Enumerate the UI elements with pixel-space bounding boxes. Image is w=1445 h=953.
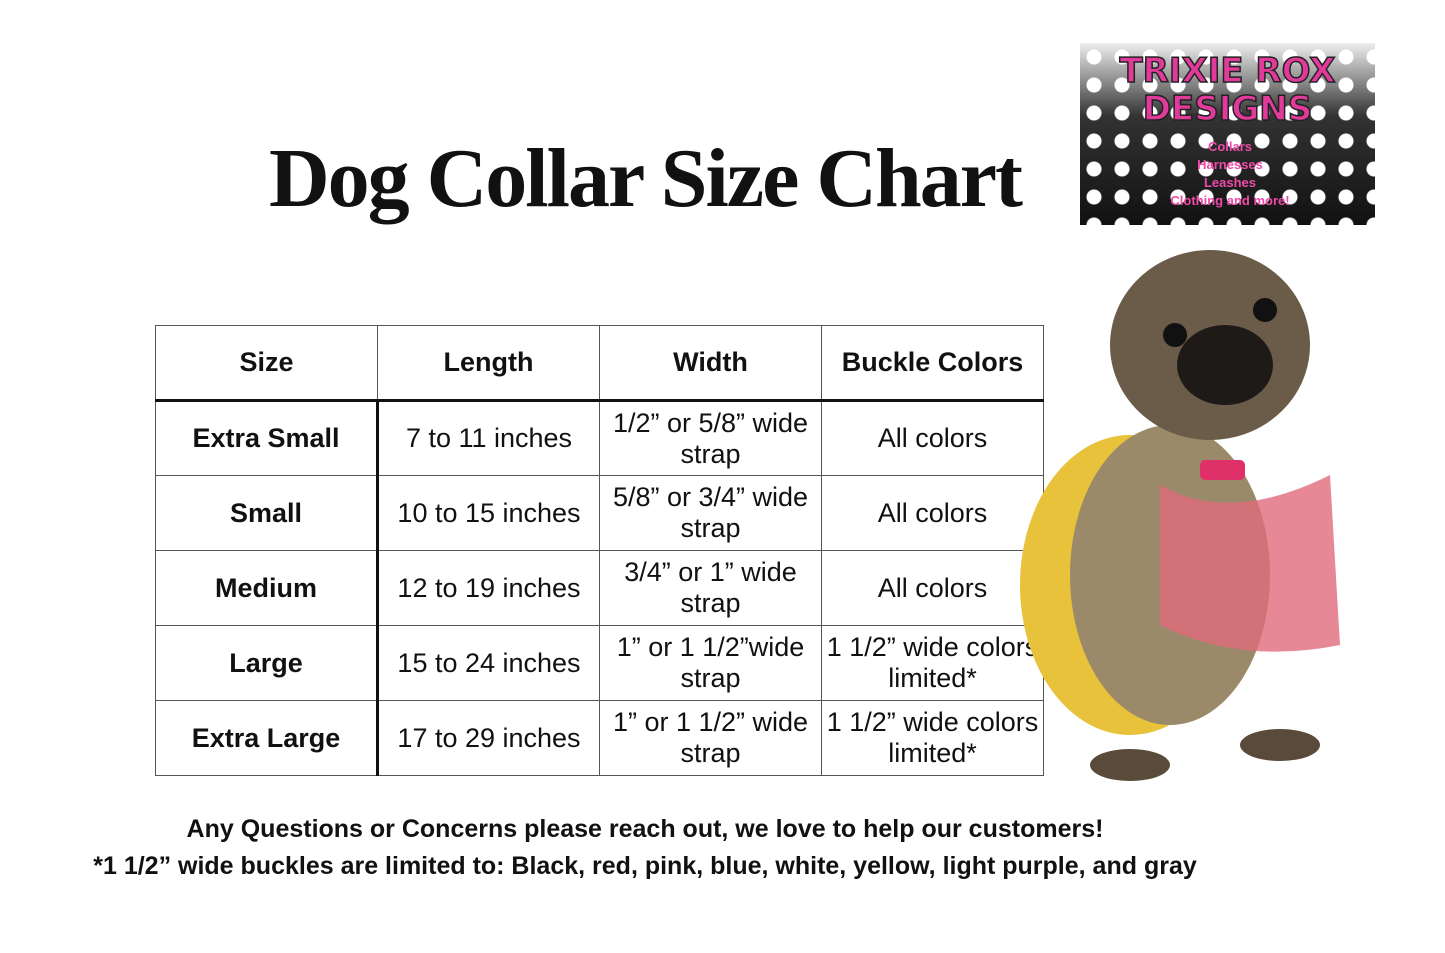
note: Any Questions or Concerns please reach o… — [186, 815, 1104, 843]
logo-brand: DESIGNS — [1142, 88, 1313, 130]
column-header: Buckle Colors — [821, 325, 1044, 402]
footnote: *1 1/2” wide buckles are limited to: Bla… — [93, 852, 1197, 880]
cell-text: 1” or 1 1/2”wide strap — [616, 632, 805, 693]
cell-text: 1” or 1 1/2” wide strap — [612, 707, 809, 768]
table-row: Small 10 to 15 inches 5/8” or 3/4” wide st… — [155, 475, 1044, 551]
table-row: Extra Large 17 to 29 inches 1” or 1 1/2” w… — [155, 700, 1044, 776]
table-cell: Large — [155, 625, 379, 701]
collar-buckle — [1200, 460, 1245, 480]
dog-eye — [1163, 323, 1187, 347]
logo-item: Harnesses — [1197, 157, 1263, 172]
table-cell: All colors — [821, 475, 1044, 551]
table-cell: 15 to 24 inches — [377, 625, 600, 701]
cell-text: All colors — [877, 423, 988, 453]
cell-text: 1/2” or 5/8” wide strap — [612, 407, 809, 469]
table-cell: 10 to 15 inches — [377, 475, 600, 551]
table-cell: Medium — [155, 550, 379, 626]
table-cell: 5/8” or 3/4” wide strap — [599, 475, 822, 551]
dog-muzzle — [1177, 325, 1273, 405]
table-cell: 1” or 1 1/2” wide strap — [599, 700, 822, 776]
column-header: Length — [377, 325, 600, 402]
cell-text: 17 to 29 inches — [397, 722, 581, 753]
cell-text: Small — [229, 497, 303, 528]
logo-items: Collars Harnesses Leashes Clothing and more… — [1170, 138, 1290, 210]
cell-text: 7 to 11 inches — [405, 423, 573, 453]
logo-brand: TRIXIE ROX — [1119, 50, 1337, 92]
table-cell: Extra Large — [155, 700, 379, 776]
cell-text: All colors — [877, 572, 988, 603]
table-cell: 12 to 19 inches — [377, 550, 600, 626]
table-cell: All colors — [821, 400, 1044, 476]
table-row: Large 15 to 24 inches 1” or 1 1/2”wide str… — [155, 625, 1044, 701]
cell-text: Medium — [214, 572, 317, 603]
table-cell: 1/2” or 5/8” wide strap — [599, 400, 822, 476]
table-cell: 7 to 11 inches — [377, 400, 600, 476]
logo-item: Collars — [1207, 139, 1253, 154]
title: Dog Collar Size Chart — [268, 132, 1023, 225]
cell-text: Large — [229, 647, 303, 678]
logo-item: Clothing and more! — [1170, 193, 1290, 208]
table-row: Extra Small 7 to 11 inches 1/2” or 5/8” wi… — [155, 400, 1044, 476]
size-table: Size Length Width Buckle Colors Extra Small 7… — [155, 325, 1044, 776]
table-cell: Extra Small — [155, 400, 379, 476]
cell-text: All colors — [877, 497, 988, 528]
column-header: Size — [155, 325, 378, 402]
cell-text: 1 1/2” wide colors limited* — [826, 707, 1039, 768]
table-cell: 1” or 1 1/2”wide strap — [599, 625, 822, 701]
cell-text: 1 1/2” wide colors limited* — [826, 632, 1039, 693]
dog-eye — [1253, 298, 1277, 322]
table-cell: 1 1/2” wide colors limited* — [821, 700, 1044, 776]
cell-text: Extra Small — [192, 423, 340, 453]
cell-text: 15 to 24 inches — [397, 647, 581, 678]
dog-paw — [1090, 749, 1170, 781]
cell-text: 3/4” or 1” wide strap — [624, 557, 797, 618]
cell-text: 5/8” or 3/4” wide strap — [612, 482, 809, 543]
header-row: Size Length Width Buckle Colors — [155, 325, 1044, 402]
table-cell: 3/4” or 1” wide strap — [599, 550, 822, 626]
table-row: Medium 12 to 19 inches 3/4” or 1” wide str… — [155, 550, 1044, 626]
dog-harness — [1160, 475, 1340, 652]
logo-item: Leashes — [1203, 175, 1257, 190]
dog-photo — [1020, 250, 1340, 781]
table-cell: 17 to 29 inches — [377, 700, 600, 776]
column-header: Width — [599, 325, 822, 402]
dog-paw — [1240, 729, 1320, 761]
table-cell: Small — [155, 475, 379, 551]
cell-text: 12 to 19 inches — [397, 572, 581, 603]
logo: TRIXIE ROX DESIGNS Collars Harnesses Leash… — [1080, 43, 1375, 225]
cell-text: 10 to 15 inches — [397, 497, 581, 528]
cell-text: Extra Large — [191, 722, 341, 753]
